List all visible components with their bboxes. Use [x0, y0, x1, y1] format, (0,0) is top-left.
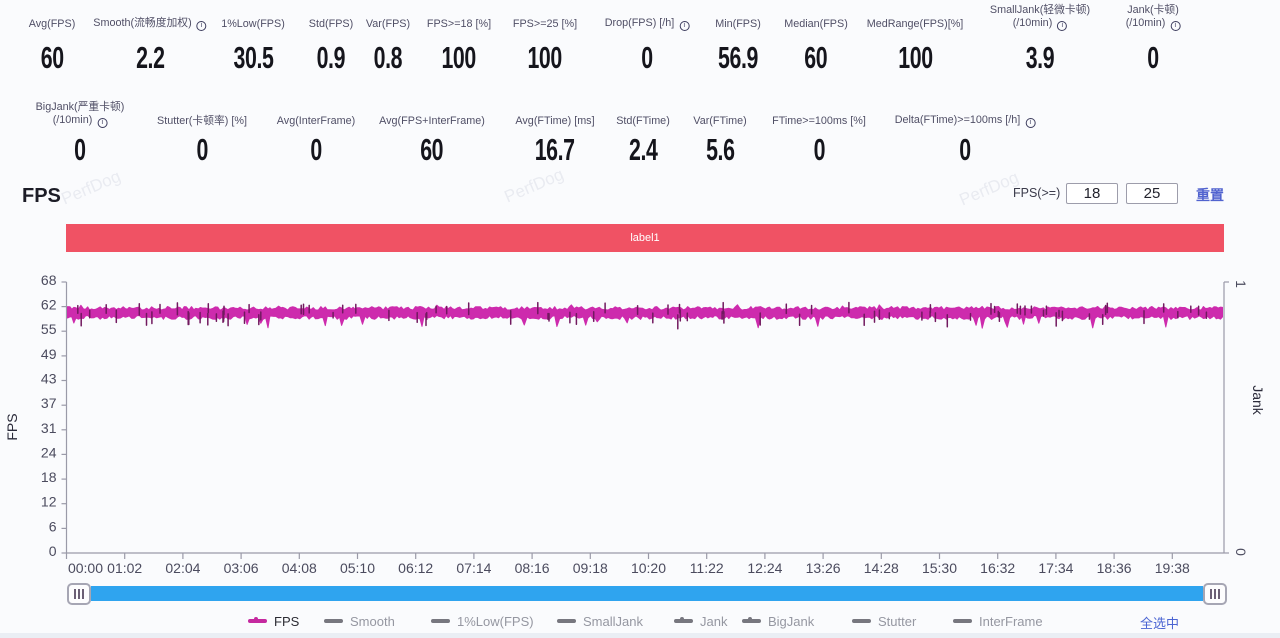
svg-text:62: 62	[41, 297, 57, 313]
svg-text:00:00: 00:00	[68, 560, 103, 576]
svg-text:68: 68	[41, 272, 57, 288]
svg-text:17:34: 17:34	[1038, 560, 1073, 576]
svg-text:49: 49	[41, 346, 57, 362]
svg-text:12:24: 12:24	[747, 560, 782, 576]
svg-text:18: 18	[41, 469, 57, 485]
svg-text:Jank: Jank	[1250, 385, 1266, 416]
svg-text:10:20: 10:20	[631, 560, 666, 576]
svg-text:05:10: 05:10	[340, 560, 375, 576]
svg-text:1: 1	[1233, 280, 1249, 288]
svg-text:6: 6	[49, 518, 57, 534]
svg-text:16:32: 16:32	[980, 560, 1015, 576]
svg-text:09:18: 09:18	[573, 560, 608, 576]
svg-text:06:12: 06:12	[398, 560, 433, 576]
svg-text:03:06: 03:06	[224, 560, 259, 576]
svg-text:24: 24	[41, 444, 57, 460]
svg-text:01:02: 01:02	[107, 560, 142, 576]
svg-text:18:36: 18:36	[1097, 560, 1132, 576]
svg-text:43: 43	[41, 371, 57, 387]
svg-text:0: 0	[1233, 548, 1249, 556]
svg-text:31: 31	[41, 420, 57, 436]
svg-text:07:14: 07:14	[456, 560, 491, 576]
svg-text:55: 55	[41, 321, 57, 337]
svg-text:FPS: FPS	[4, 413, 20, 440]
svg-text:02:04: 02:04	[165, 560, 200, 576]
svg-text:0: 0	[49, 543, 57, 559]
svg-text:08:16: 08:16	[515, 560, 550, 576]
svg-text:11:22: 11:22	[690, 560, 724, 576]
svg-text:14:28: 14:28	[864, 560, 899, 576]
svg-text:37: 37	[41, 395, 57, 411]
svg-text:04:08: 04:08	[282, 560, 317, 576]
svg-text:15:30: 15:30	[922, 560, 957, 576]
svg-text:12: 12	[41, 494, 57, 510]
svg-text:19:38: 19:38	[1155, 560, 1190, 576]
svg-text:13:26: 13:26	[806, 560, 841, 576]
